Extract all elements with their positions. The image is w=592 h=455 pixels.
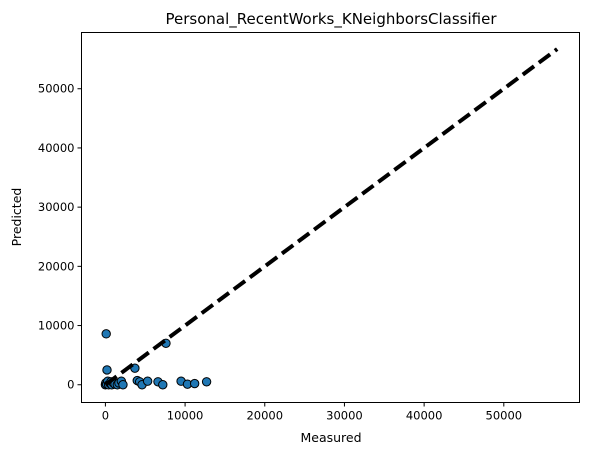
- y-axis-label: Predicted: [9, 188, 24, 247]
- data-point: [118, 380, 128, 390]
- data-point: [102, 365, 112, 375]
- identity-line: [104, 47, 559, 387]
- axes-frame: [81, 32, 580, 403]
- data-point: [158, 380, 168, 390]
- x-tick-label: 40000: [406, 409, 443, 423]
- y-tick-label: 10000: [38, 319, 75, 333]
- x-tick-label: 50000: [486, 409, 523, 423]
- x-axis-label: Measured: [300, 430, 361, 445]
- x-tick-label: 20000: [246, 409, 283, 423]
- x-tick-label: 0: [102, 409, 109, 423]
- y-axis: 0 10000 20000 30000 40000 50000: [38, 82, 82, 392]
- y-tick-label: 0: [67, 378, 74, 392]
- data-point: [201, 377, 212, 387]
- data-point: [142, 376, 153, 386]
- y-tick-label: 50000: [38, 82, 75, 96]
- data-point: [101, 329, 111, 339]
- y-tick-label: 20000: [38, 259, 75, 273]
- y-tick-label: 40000: [38, 141, 75, 155]
- x-tick-label: 10000: [167, 409, 204, 423]
- x-tick-label: 30000: [326, 409, 363, 423]
- chart-title: Personal_RecentWorks_KNeighborsClassifie…: [165, 10, 497, 29]
- x-axis: 0 10000 20000 30000 40000 50000: [102, 402, 523, 423]
- y-tick-label: 30000: [38, 200, 75, 214]
- data-point: [189, 378, 200, 389]
- plot-area: [100, 47, 559, 390]
